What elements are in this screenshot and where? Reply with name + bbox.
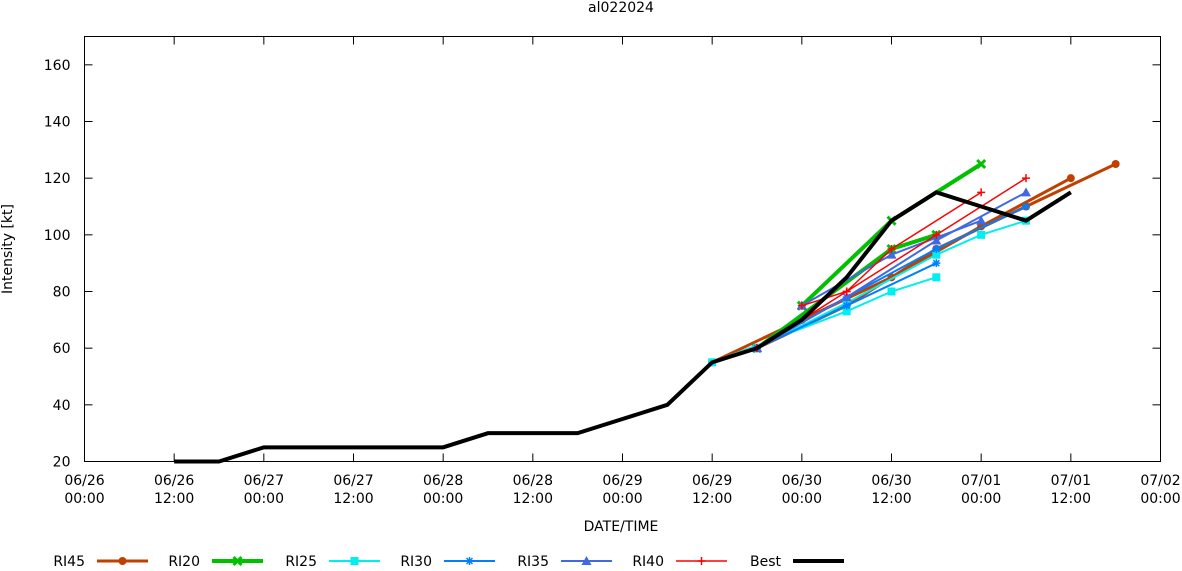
y-tick-label: 20 [53,455,71,471]
y-axis-label: Intensity [kt] [0,204,16,294]
y-tick-label: 160 [44,58,71,74]
legend-item-best: Best [750,554,844,570]
point-ri40 [1022,174,1030,183]
point-ri30 [842,301,851,310]
legend-label: RI30 [400,554,432,567]
point-ri30 [932,259,941,268]
series-ri45 [708,160,1120,367]
point-ri45 [1111,160,1120,168]
x-tick-label-time: 00:00 [782,491,822,507]
point-ri20 [976,158,987,170]
point-ri25 [842,307,851,316]
legend-item-ri30: RI30 [400,554,495,570]
x-tick-label-date: 06/26 [154,473,194,489]
legend-item-ri40: RI40 [632,554,727,570]
legend-marker [118,557,127,565]
point-ri40 [887,245,896,253]
x-tick-label-date: 06/27 [244,473,284,489]
legend-item-ri45: RI45 [53,554,148,570]
legend-marker [465,557,474,565]
legend-label: RI45 [53,554,85,567]
point-ri35 [841,292,852,302]
x-tick-label-time: 12:00 [513,491,553,507]
legend-marker [350,557,359,565]
chart-title: al022024 [588,0,654,16]
legend-label: Best [750,554,782,567]
x-tick-label-time: 12:00 [154,491,194,507]
x-tick-label-date: 06/29 [692,473,732,489]
y-tick-label: 120 [44,171,71,187]
y-tick-label: 40 [53,398,71,414]
series-ri25 [708,216,1030,367]
point-ri35 [1021,187,1031,197]
legend-marker [232,555,243,567]
y-tick-label: 100 [44,228,71,244]
x-tick-label-date: 06/28 [513,473,553,489]
x-tick-label-time: 00:00 [244,491,284,507]
line-ri25 [711,276,937,364]
point-ri25 [977,230,986,239]
x-tick-label-date: 07/01 [1051,473,1091,489]
legend-label: RI35 [517,554,549,567]
legend-item-ri25: RI25 [285,554,380,570]
legend-item-ri20: RI20 [168,554,263,570]
x-tick-label-time: 00:00 [602,491,642,507]
x-tick-label-time: 00:00 [1140,491,1180,507]
point-ri40 [977,188,986,197]
point-ri45 [1066,174,1075,183]
y-tick-label: 60 [53,341,71,357]
line-best [174,190,1072,464]
point-ri40 [842,287,851,296]
y-tick-label: 80 [53,285,71,301]
x-tick-label-date: 06/29 [602,473,642,489]
x-tick-label-time: 12:00 [871,491,911,507]
point-ri35 [976,215,987,225]
point-ri40 [797,301,806,310]
legend-marker [697,557,706,565]
x-tick-label-date: 06/30 [871,473,911,489]
legend-label: RI20 [168,554,200,567]
series-best [174,190,1072,464]
x-tick-label-time: 12:00 [333,491,373,507]
x-tick-label-time: 00:00 [423,491,463,507]
line-ri45 [711,176,1072,364]
legend-marker [581,556,592,565]
point-ri30 [1022,202,1030,211]
x-tick-label-date: 07/01 [961,473,1001,489]
legend-label: RI40 [632,554,664,567]
point-ri25 [932,273,941,282]
series-ri35 [752,187,1031,353]
x-tick-label-date: 06/26 [64,473,104,489]
x-tick-label-time: 12:00 [692,491,732,507]
series-ri20 [751,158,987,354]
x-tick-label-date: 06/30 [782,473,822,489]
point-ri30 [932,245,941,253]
x-tick-label-time: 00:00 [961,491,1001,507]
point-ri35 [886,249,897,259]
x-tick-label-date: 06/28 [423,473,463,489]
y-tick-label: 140 [44,115,71,131]
x-axis-label: DATE/TIME [584,519,659,535]
point-ri35 [931,235,942,245]
legend-label: RI25 [285,554,317,567]
x-tick-label-time: 12:00 [1051,491,1091,507]
legend-item-ri35: RI35 [517,554,612,570]
point-ri40 [932,230,941,239]
x-tick-label-time: 00:00 [64,491,104,507]
x-tick-label-date: 07/02 [1140,473,1180,489]
plot-area [84,36,1161,462]
x-tick-label-date: 06/27 [333,473,373,489]
point-ri25 [932,250,941,259]
point-ri25 [887,287,896,296]
